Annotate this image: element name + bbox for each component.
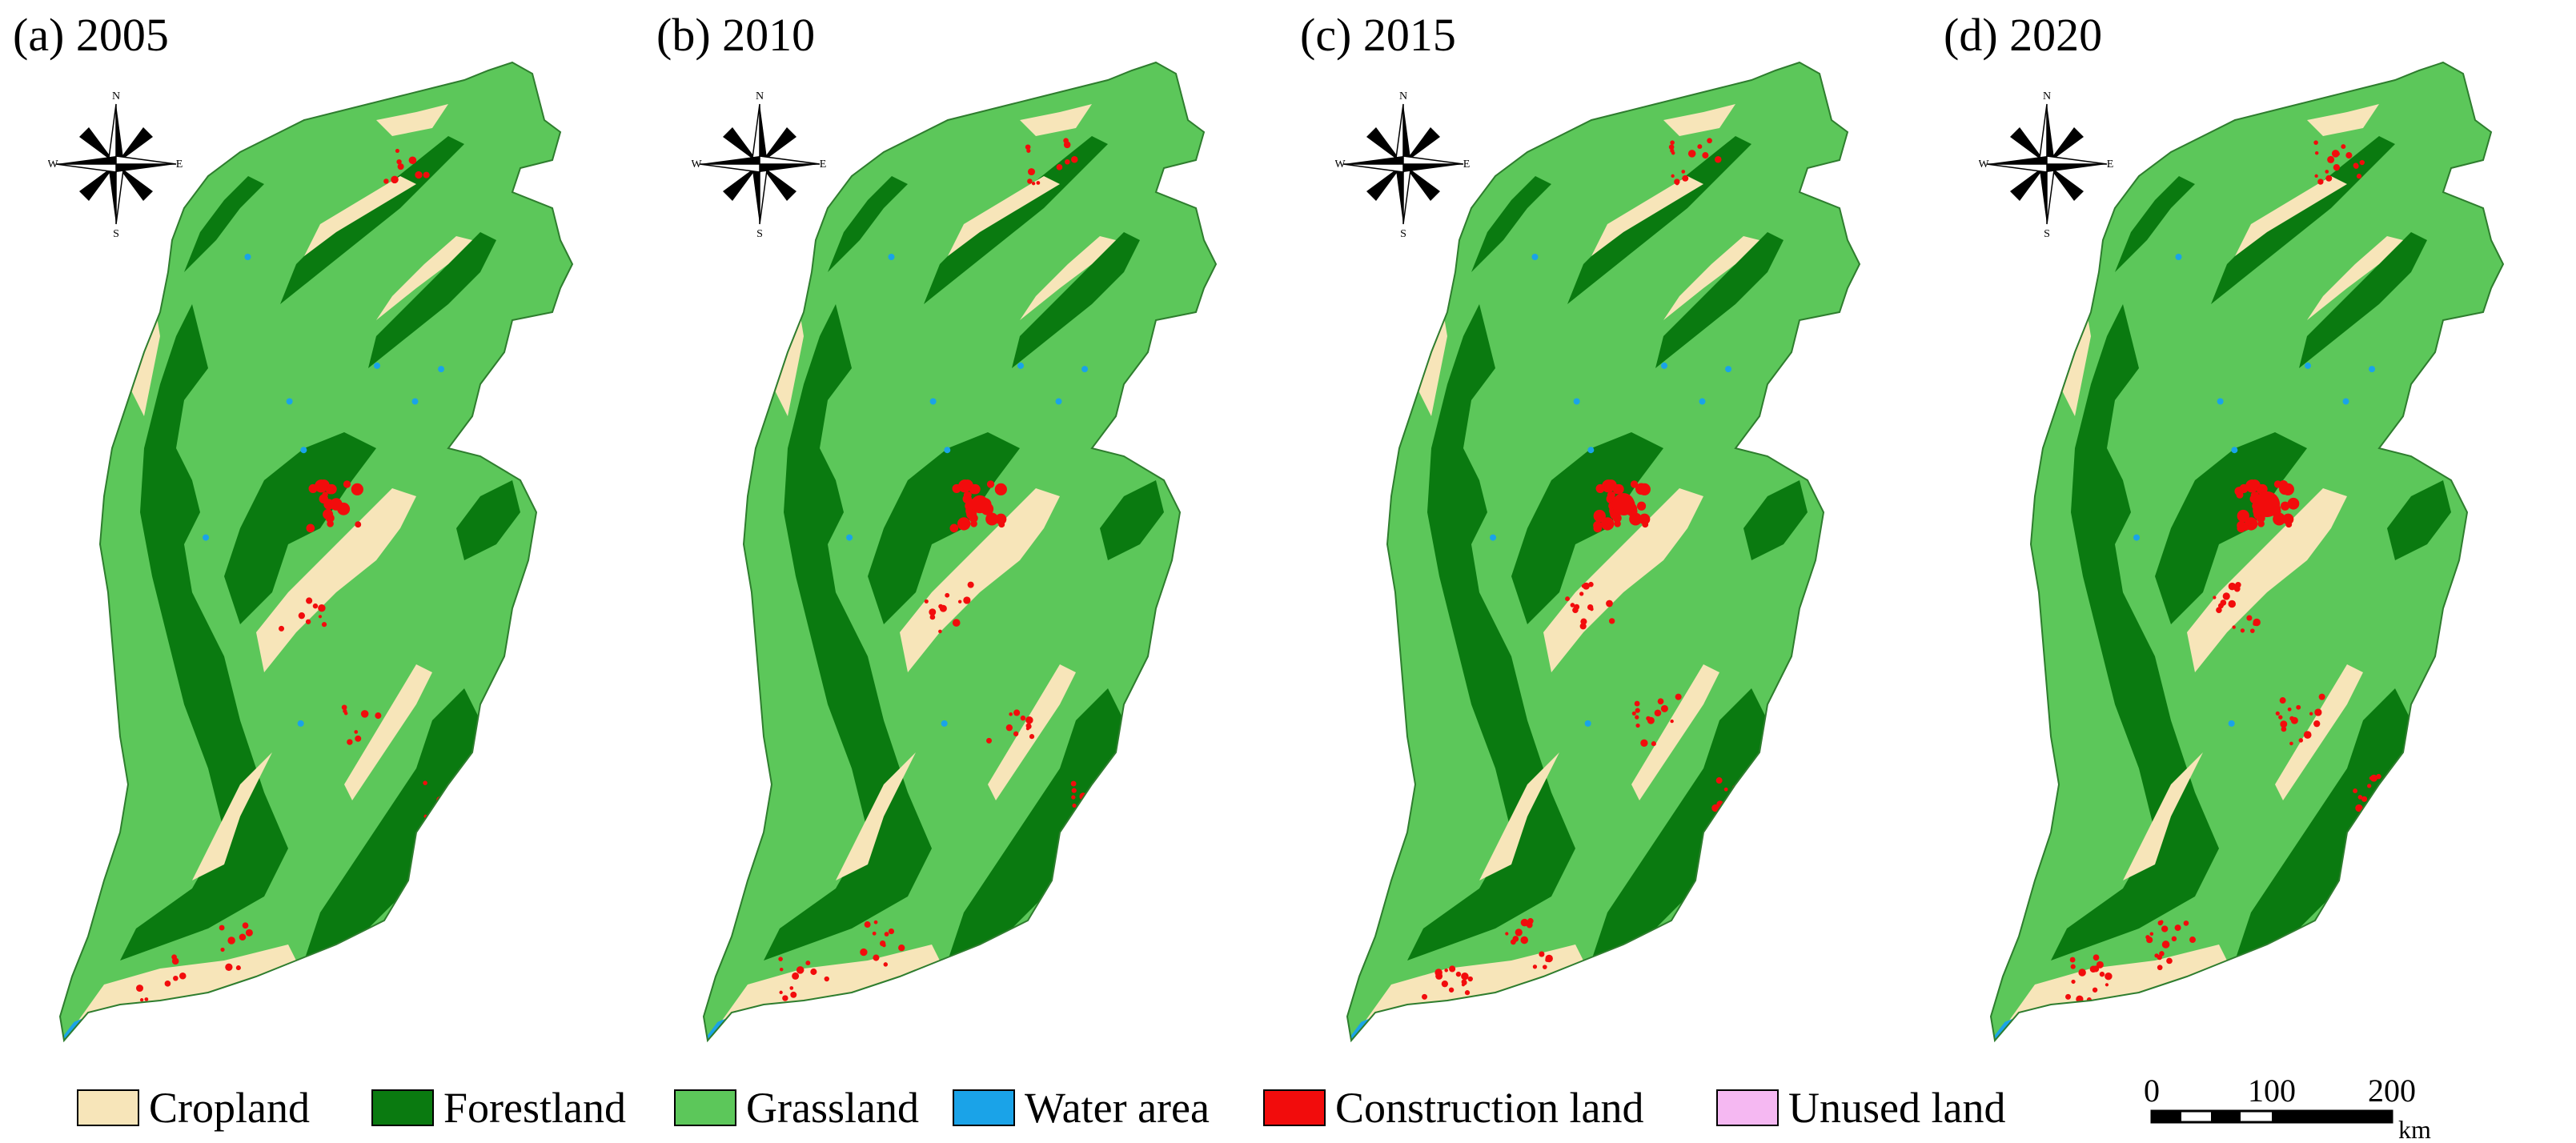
legend-item: Construction land	[1263, 1084, 1643, 1132]
panel-title: (a) 2005	[13, 9, 169, 61]
legend-swatch	[1263, 1089, 1326, 1126]
panel-title: (c) 2015	[1300, 9, 1456, 61]
compass-label-e: E	[820, 158, 827, 170]
legend-swatch	[674, 1089, 736, 1126]
compass-rose-icon: N S W E	[692, 90, 827, 240]
compass-label-e: E	[176, 158, 183, 170]
compass-label-w: W	[48, 158, 58, 170]
compass-label-s: S	[1400, 228, 1406, 240]
legend-item: Grassland	[674, 1084, 919, 1132]
legend-item: Unused land	[1716, 1084, 2005, 1132]
compass-label-n: N	[112, 90, 120, 102]
legend-label: Construction land	[1335, 1084, 1644, 1132]
compass-label-w: W	[1979, 158, 1989, 170]
scale-bar: 0 100 200 km	[2144, 1073, 2431, 1143]
legend-swatch	[77, 1089, 139, 1126]
land-use-map	[1989, 61, 2505, 1043]
map-panel-3: N S W E (c) 2015	[1287, 0, 1931, 1065]
legend-item: Forestland	[371, 1084, 626, 1132]
compass-label-s: S	[2044, 228, 2050, 240]
compass-label-n: N	[1399, 90, 1407, 102]
legend-item: Water area	[953, 1084, 1210, 1132]
legend-label: Cropland	[149, 1084, 310, 1132]
compass-label-s: S	[113, 228, 119, 240]
land-use-map	[1346, 61, 1861, 1043]
land-use-map	[58, 61, 574, 1043]
map-panel-4: N S W E (d) 2020	[1931, 0, 2574, 1065]
legend-swatch	[953, 1089, 1015, 1126]
compass-rose-icon: N S W E	[1335, 90, 1471, 240]
map-panel-1: N S W E (a) 2005	[0, 0, 644, 1065]
scale-tick-100: 100	[2248, 1073, 2296, 1109]
scale-unit: km	[2398, 1115, 2431, 1143]
legend-label: Grassland	[746, 1084, 919, 1132]
compass-rose-icon: N S W E	[1979, 90, 2114, 240]
panel-title: (b) 2010	[656, 9, 816, 61]
compass-label-n: N	[756, 90, 764, 102]
legend-label: Forestland	[443, 1084, 626, 1132]
legend: Cropland Forestland Grassland Water area Con…	[0, 1065, 2576, 1143]
map-panel-2: N S W E (b) 2010	[644, 0, 1287, 1065]
legend-label: Unused land	[1788, 1084, 2006, 1132]
compass-label-s: S	[756, 228, 763, 240]
compass-label-e: E	[2107, 158, 2114, 170]
scale-tick-0: 0	[2144, 1073, 2160, 1109]
compass-rose-icon: N S W E	[48, 90, 183, 240]
scale-tick-200: 200	[2368, 1073, 2416, 1109]
land-use-map	[702, 61, 1218, 1043]
legend-label: Water area	[1025, 1084, 1210, 1132]
compass-label-e: E	[1463, 158, 1471, 170]
compass-label-w: W	[1335, 158, 1346, 170]
compass-label-n: N	[2043, 90, 2051, 102]
panel-title: (d) 2020	[1944, 9, 2103, 61]
legend-swatch	[371, 1089, 434, 1126]
compass-label-w: W	[692, 158, 702, 170]
legend-item: Cropland	[77, 1084, 310, 1132]
legend-swatch	[1716, 1089, 1779, 1126]
